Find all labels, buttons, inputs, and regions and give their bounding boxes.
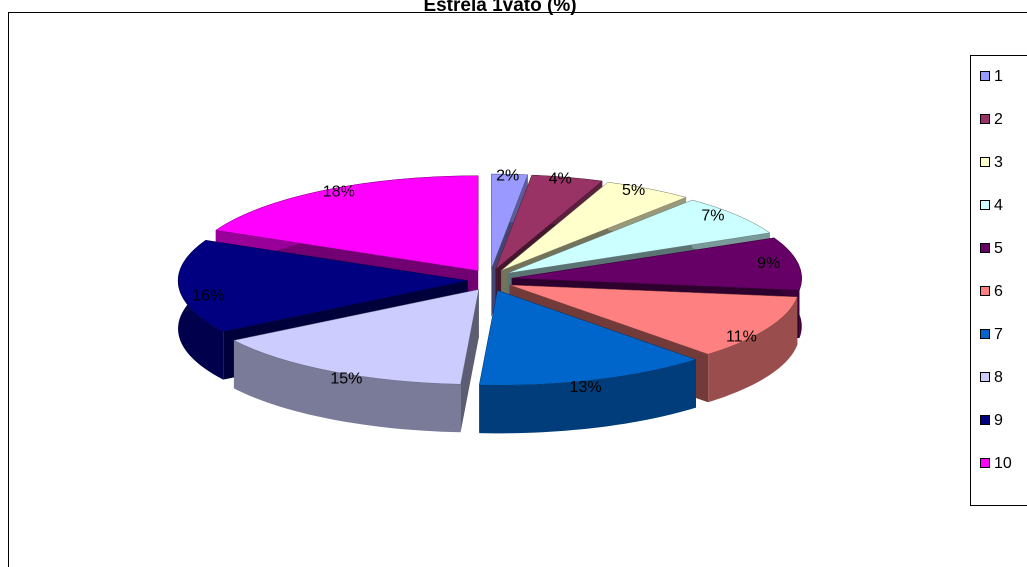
slice-top [494,174,603,271]
legend-label: 9 [994,412,1003,429]
data-label: 16% [192,288,224,305]
slice-wall [233,340,461,433]
legend-swatch [980,243,990,253]
slice-top [501,181,687,271]
legend [970,55,1027,506]
slice-top [511,237,802,291]
legend-swatch [980,114,990,124]
legend-swatch [980,458,990,468]
slice-top [491,173,529,270]
slice-top [215,175,479,272]
legend-label: 2 [994,111,1003,128]
data-label: 7% [701,208,724,225]
slice-top [177,239,469,332]
legend-label: 7 [994,326,1003,343]
slice [233,289,480,433]
legend-label: 3 [994,154,1003,171]
legend-label: 10 [994,455,1012,472]
legend-label: 4 [994,197,1003,214]
slice-top [233,289,480,385]
legend-label: 5 [994,240,1003,257]
legend-swatch [980,200,990,210]
data-label: 4% [549,171,572,188]
data-label: 18% [323,184,355,201]
legend-label: 1 [994,68,1003,85]
slice [478,290,697,434]
data-label: 15% [330,371,362,388]
legend-label: 6 [994,283,1003,300]
legend-swatch [980,157,990,167]
legend-label: 8 [994,369,1003,386]
data-label: 2% [496,168,519,185]
slice-wall [708,296,798,403]
slice-wall [479,359,696,434]
legend-swatch [980,329,990,339]
data-label: 5% [622,182,645,199]
legend-swatch [980,71,990,81]
chart-title: Estrela 1vato (%) [423,0,576,16]
legend-swatch [980,286,990,296]
data-label: 13% [570,379,602,396]
data-label: 9% [757,255,780,272]
legend-swatch [980,415,990,425]
slice-top [507,199,771,274]
slice-top [509,284,798,355]
legend-swatch [980,372,990,382]
slice-top [478,290,697,386]
data-label: 11% [726,328,757,345]
